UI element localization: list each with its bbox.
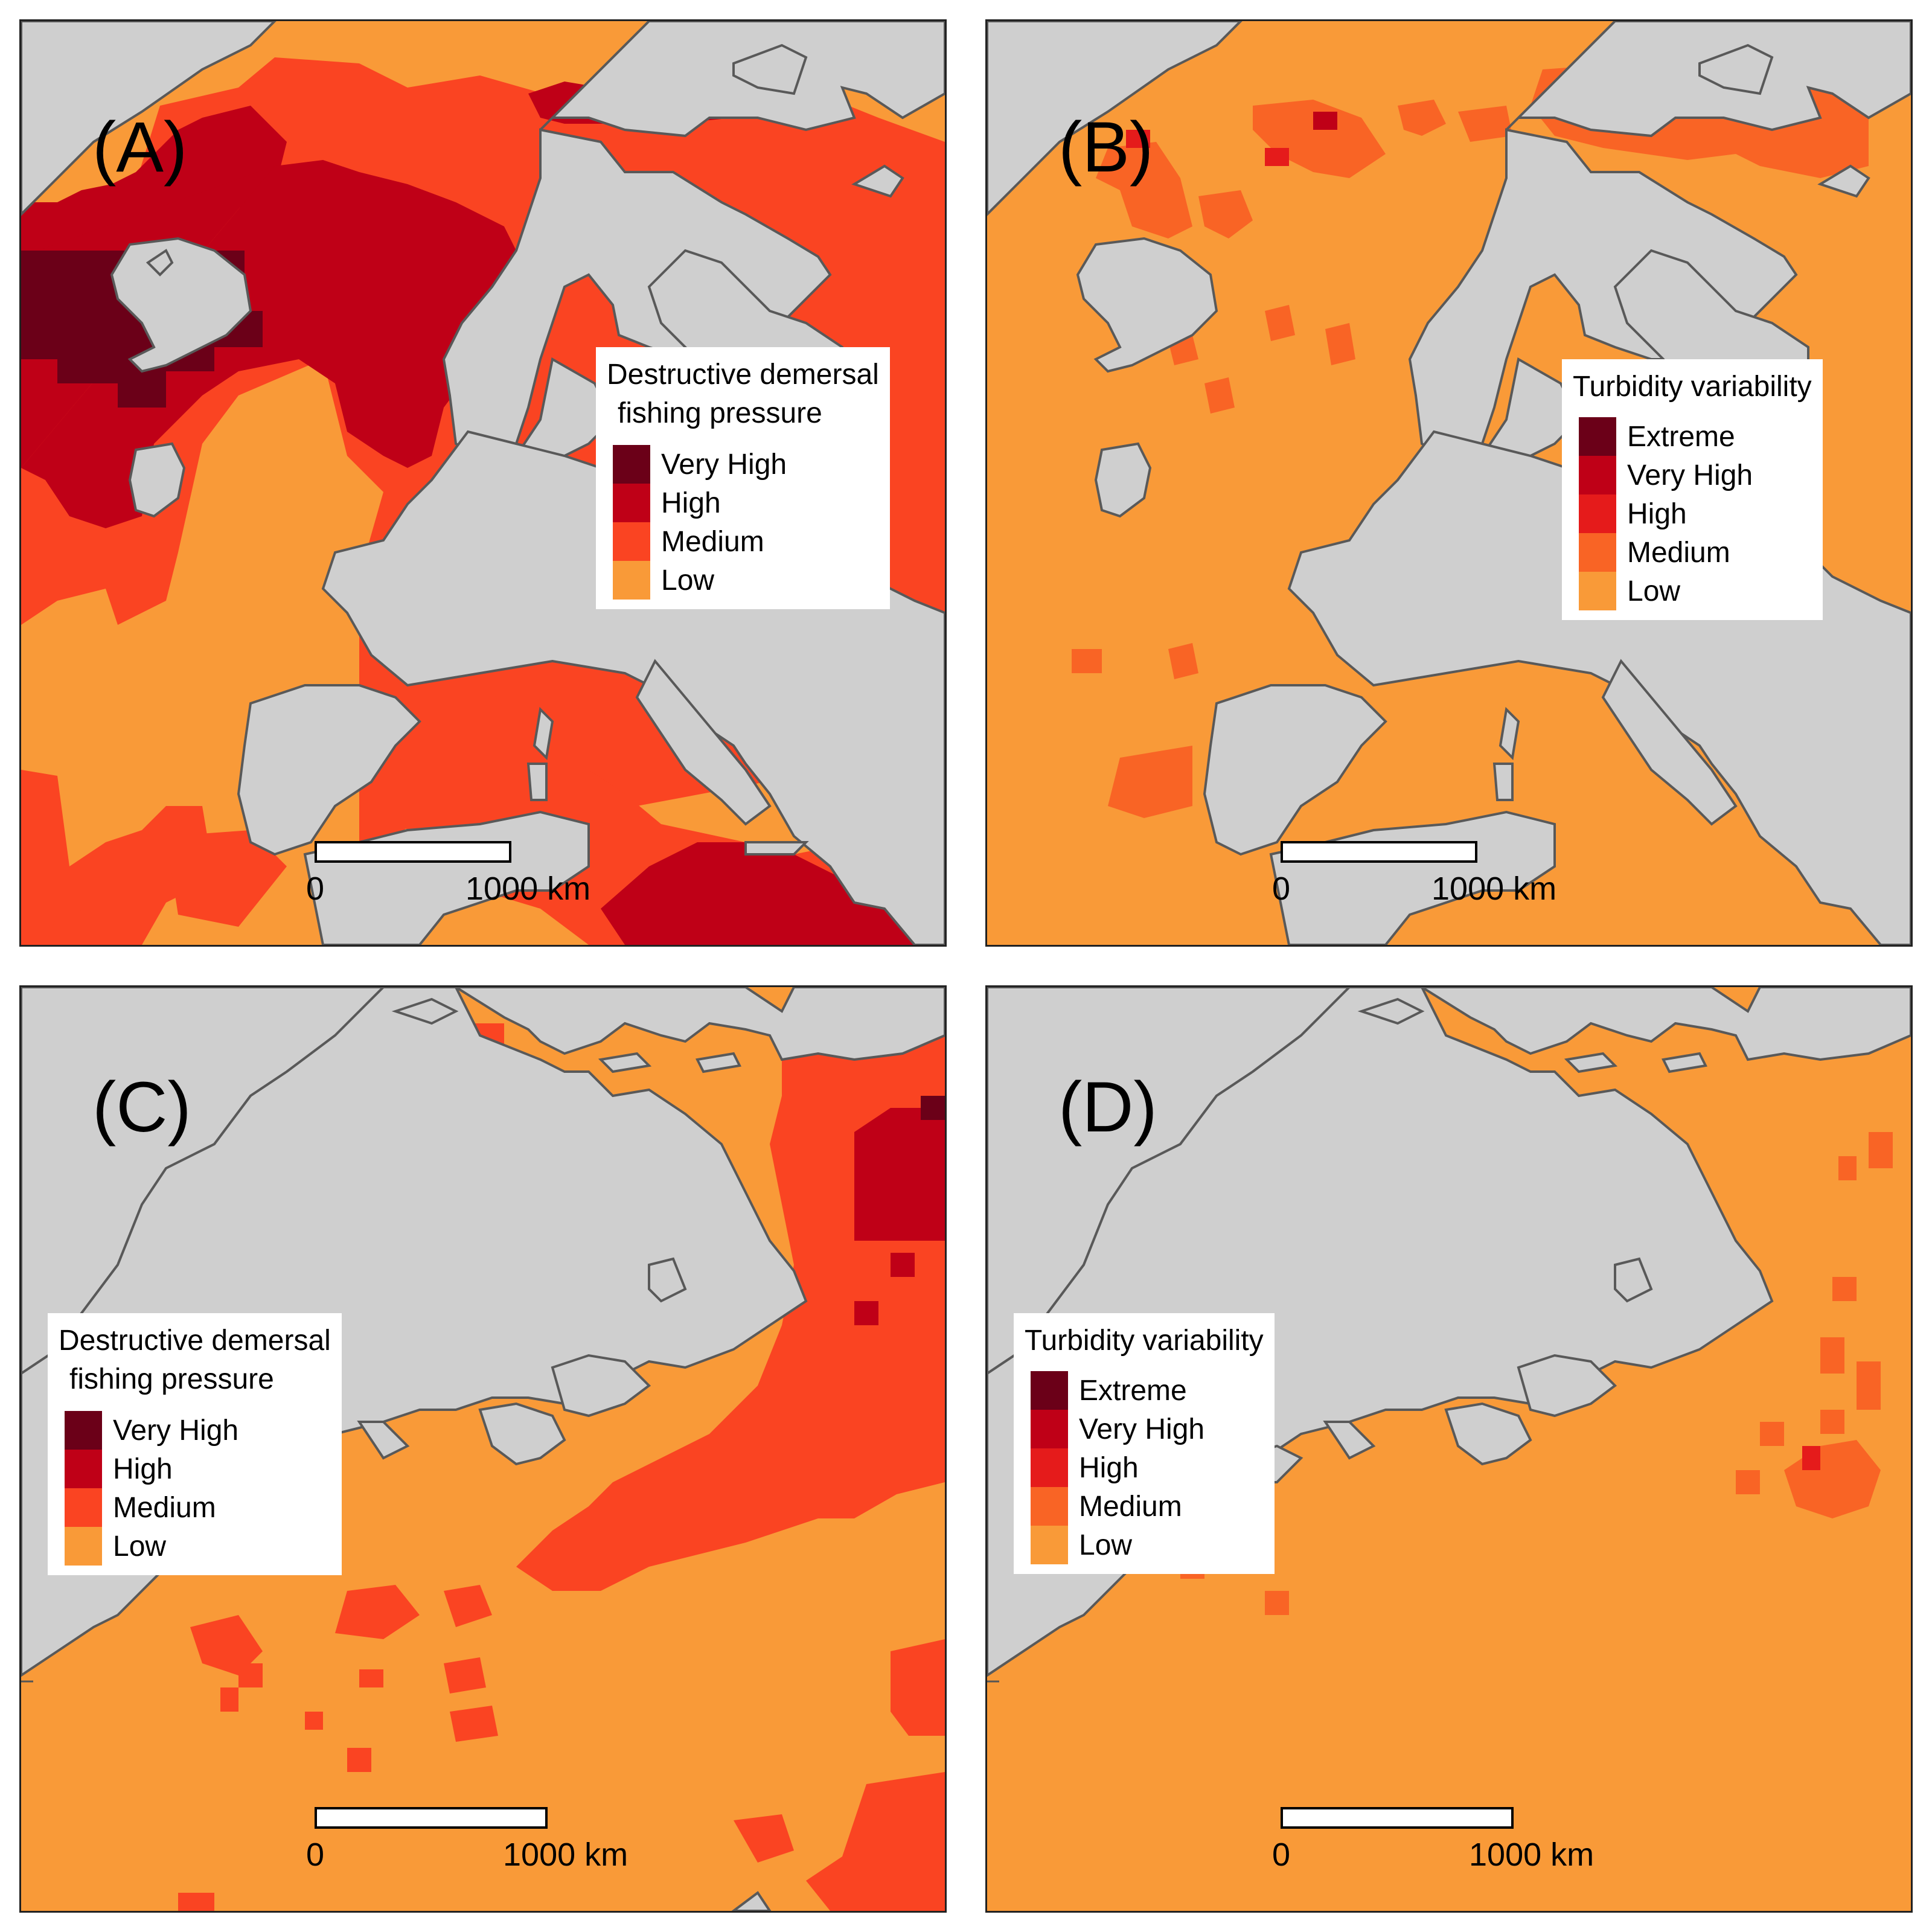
- scale-label-zero: 0: [306, 1837, 325, 1873]
- scale-label-end: 1000 km: [503, 1837, 629, 1873]
- map-panel-b: (B) Turbidity variability Extreme Very H…: [985, 19, 1913, 947]
- scale-bar-b: 0 1000 km: [1272, 841, 1556, 913]
- legend-item: Extreme: [1573, 417, 1812, 456]
- legend-item: Medium: [607, 522, 879, 561]
- scale-label-zero: 0: [1272, 871, 1291, 907]
- legend-swatch: [65, 1450, 102, 1488]
- legend-c: Destructive demersal fishing pressure Ve…: [48, 1313, 342, 1575]
- legend-title-line-1: Destructive demersal: [607, 359, 879, 391]
- legend-item: High: [1573, 494, 1812, 533]
- legend-swatch: [1031, 1448, 1068, 1487]
- scale-label-end: 1000 km: [465, 871, 591, 907]
- legend-item: Extreme: [1025, 1371, 1264, 1410]
- legend-swatch: [1031, 1410, 1068, 1448]
- panel-label-d: (D): [1058, 1067, 1157, 1147]
- panel-label-c: (C): [92, 1067, 191, 1147]
- fishing-medium-zones: [160, 1017, 945, 1911]
- legend-item-label: High: [661, 487, 721, 519]
- turbidity-high-zone: [1802, 1446, 1820, 1470]
- legend-item: Very High: [607, 445, 879, 484]
- legend-swatch: [613, 484, 650, 522]
- legend-swatch: [65, 1527, 102, 1566]
- legend-item: High: [1025, 1448, 1264, 1487]
- legend-item-label: Very High: [1079, 1413, 1205, 1445]
- legend-title-line-1: Turbidity variability: [1025, 1325, 1264, 1357]
- legend-item: Low: [59, 1527, 331, 1566]
- legend-swatch: [613, 445, 650, 484]
- legend-title-line-2: fishing pressure: [69, 1363, 274, 1395]
- legend-item-label: High: [1627, 497, 1687, 530]
- legend-swatch: [1579, 572, 1616, 610]
- map-panel-c: (C) Destructive demersal fishing pressur…: [19, 985, 947, 1913]
- scale-bar-rect: [1281, 841, 1477, 863]
- legend-item: Medium: [1025, 1487, 1264, 1526]
- legend-title-line-1: Destructive demersal: [59, 1325, 331, 1357]
- legend-swatch: [613, 561, 650, 600]
- scale-label-end: 1000 km: [1469, 1837, 1595, 1873]
- scale-bar-rect: [315, 1807, 548, 1829]
- legend-swatch: [65, 1488, 102, 1527]
- scale-bar-d: 0 1000 km: [1272, 1807, 1594, 1879]
- panel-label-a: (A): [92, 107, 188, 187]
- legend-item-label: Extreme: [1627, 420, 1735, 453]
- legend-item-label: Medium: [1627, 536, 1730, 569]
- legend-swatch: [613, 522, 650, 561]
- map-panel-d: (D) Turbidity variability Extreme Very H…: [985, 985, 1913, 1913]
- scale-bar-rect: [315, 841, 511, 863]
- legend-item: Medium: [1573, 533, 1812, 572]
- legend-swatch: [1579, 456, 1616, 494]
- legend-item-label: High: [113, 1453, 173, 1485]
- legend-a: Destructive demersal fishing pressure Ve…: [596, 347, 890, 609]
- panel-label-b: (B): [1058, 107, 1154, 187]
- scale-label-end: 1000 km: [1431, 871, 1557, 907]
- legend-title-line-1: Turbidity variability: [1573, 371, 1812, 403]
- legend-item-label: Very High: [661, 448, 787, 481]
- legend-item-label: Low: [1079, 1529, 1133, 1561]
- legend-item-label: Low: [661, 564, 715, 597]
- legend-item: Low: [1025, 1526, 1264, 1564]
- legend-swatch: [1031, 1487, 1068, 1526]
- legend-b: Turbidity variability Extreme Very High …: [1562, 359, 1823, 620]
- legend-item-label: Low: [1627, 575, 1681, 607]
- legend-item-label: High: [1079, 1451, 1139, 1484]
- legend-item: High: [59, 1450, 331, 1488]
- map-panel-a: (A) Destructive demersal fishing pressur…: [19, 19, 947, 947]
- legend-d: Turbidity variability Extreme Very High …: [1014, 1313, 1275, 1574]
- legend-item-label: Extreme: [1079, 1374, 1187, 1407]
- legend-title-line-2: fishing pressure: [618, 397, 822, 429]
- legend-item-label: Medium: [661, 525, 764, 558]
- legend-swatch: [65, 1411, 102, 1450]
- legend-item: Very High: [1573, 456, 1812, 494]
- scale-label-zero: 0: [306, 871, 325, 907]
- scale-label-zero: 0: [1272, 1837, 1291, 1873]
- legend-item: Low: [607, 561, 879, 600]
- legend-item-label: Medium: [113, 1491, 216, 1524]
- legend-item: Medium: [59, 1488, 331, 1527]
- legend-item-label: Very High: [1627, 459, 1753, 491]
- legend-swatch: [1579, 494, 1616, 533]
- legend-swatch: [1579, 533, 1616, 572]
- scale-bar-a: 0 1000 km: [306, 841, 590, 913]
- legend-item-label: Medium: [1079, 1490, 1182, 1523]
- legend-item: Low: [1573, 572, 1812, 610]
- legend-item: Very High: [1025, 1410, 1264, 1448]
- legend-item-label: Very High: [113, 1414, 239, 1447]
- map-canvas-b: [987, 21, 1911, 945]
- legend-item: High: [607, 484, 879, 522]
- legend-item-label: Low: [113, 1530, 167, 1563]
- legend-swatch: [1579, 417, 1616, 456]
- fishing-high-zones: [854, 1096, 945, 1325]
- scale-bar-rect: [1281, 1807, 1514, 1829]
- legend-item: Very High: [59, 1411, 331, 1450]
- legend-swatch: [1031, 1371, 1068, 1410]
- fishing-very-high-zone: [921, 1096, 945, 1120]
- legend-swatch: [1031, 1526, 1068, 1564]
- scale-bar-c: 0 1000 km: [306, 1807, 628, 1879]
